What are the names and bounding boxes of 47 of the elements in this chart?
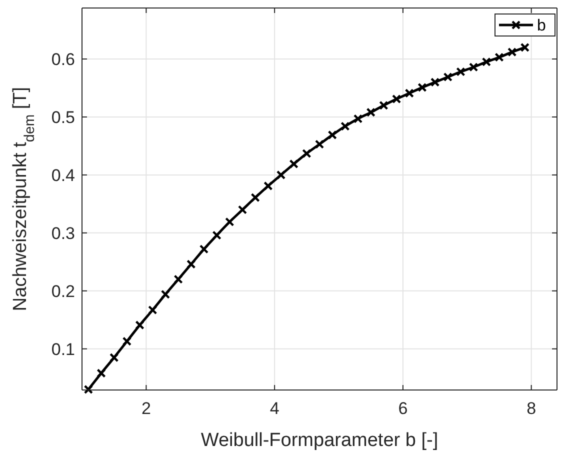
point bbox=[84, 384, 94, 394]
point bbox=[520, 42, 530, 52]
point bbox=[392, 94, 402, 104]
point bbox=[199, 244, 209, 254]
y-tick-label: 0.5 bbox=[51, 108, 75, 127]
point bbox=[174, 274, 183, 284]
y-tick-label: 0.6 bbox=[51, 50, 75, 69]
y-tick-label: 0.1 bbox=[51, 340, 75, 359]
point bbox=[507, 47, 517, 57]
point bbox=[328, 130, 337, 140]
point bbox=[366, 108, 376, 117]
x-tick-label: 8 bbox=[526, 399, 536, 418]
point bbox=[494, 52, 504, 62]
point bbox=[456, 67, 466, 76]
x-tick-label: 2 bbox=[141, 399, 151, 418]
point bbox=[443, 72, 452, 82]
y-tick-label: 0.4 bbox=[51, 166, 75, 185]
point bbox=[109, 352, 119, 362]
point bbox=[250, 192, 260, 202]
point bbox=[302, 148, 312, 158]
point bbox=[186, 260, 196, 269]
point bbox=[122, 336, 132, 346]
point bbox=[353, 114, 363, 124]
point bbox=[264, 181, 273, 191]
x-axis-title: Weibull-Formparameter b [-] bbox=[200, 430, 438, 451]
point bbox=[468, 62, 478, 72]
point bbox=[418, 82, 427, 92]
point bbox=[289, 159, 298, 169]
point bbox=[225, 217, 234, 226]
point bbox=[238, 205, 248, 214]
y-tick-label: 0.2 bbox=[51, 282, 75, 301]
y-tick-label: 0.3 bbox=[51, 224, 75, 243]
x-tick-label: 4 bbox=[270, 399, 280, 418]
point bbox=[404, 88, 414, 98]
point bbox=[430, 78, 440, 87]
point bbox=[135, 320, 144, 330]
point bbox=[160, 290, 170, 299]
point bbox=[482, 57, 491, 67]
point bbox=[212, 230, 222, 240]
point bbox=[314, 140, 324, 149]
point bbox=[96, 368, 106, 378]
point bbox=[148, 305, 158, 315]
point bbox=[379, 100, 388, 110]
point bbox=[340, 122, 350, 131]
legend-label: b bbox=[537, 18, 546, 35]
point bbox=[276, 170, 286, 180]
x-tick-label: 6 bbox=[398, 399, 408, 418]
